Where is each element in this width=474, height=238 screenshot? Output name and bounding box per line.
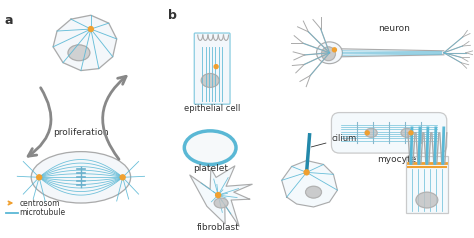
Circle shape [304,170,309,175]
FancyBboxPatch shape [194,33,230,104]
Ellipse shape [201,74,219,87]
FancyBboxPatch shape [331,113,447,153]
Text: centrosom: centrosom [19,198,60,208]
Polygon shape [53,15,117,71]
Ellipse shape [365,128,377,137]
Text: platelet: platelet [192,164,228,173]
Bar [406,156,448,213]
Circle shape [321,47,336,61]
Circle shape [214,65,218,69]
Text: a: a [4,14,13,27]
Text: microtubule: microtubule [19,208,65,217]
Circle shape [365,131,369,135]
Ellipse shape [416,192,438,208]
Circle shape [120,175,125,180]
Circle shape [88,27,93,31]
Ellipse shape [68,45,90,61]
Polygon shape [190,166,252,226]
Text: proliferation: proliferation [53,128,109,137]
Text: myocyte: myocyte [377,155,417,164]
Ellipse shape [214,198,228,208]
Ellipse shape [401,128,413,137]
Circle shape [409,131,413,135]
Polygon shape [282,160,337,207]
Ellipse shape [184,131,236,164]
Circle shape [36,175,42,180]
Ellipse shape [306,186,321,198]
Circle shape [332,48,337,52]
Text: neuron: neuron [378,24,410,33]
Ellipse shape [31,152,131,203]
Text: cilium: cilium [311,134,357,147]
Ellipse shape [317,42,342,64]
Text: fibroblast: fibroblast [197,223,239,232]
Circle shape [216,193,220,198]
Text: epithelial cell: epithelial cell [184,104,240,113]
Text: b: b [168,9,177,22]
